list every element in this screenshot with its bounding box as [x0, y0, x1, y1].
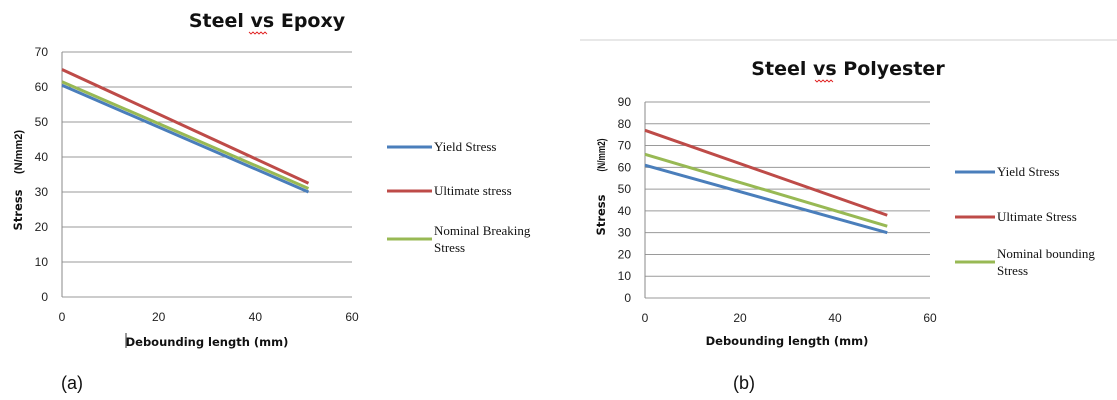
legend: Yield Stress Ultimate stress Nominal Break…	[387, 139, 531, 255]
y-tick-label: 10	[618, 269, 632, 283]
y-axis-label: Stress	[11, 189, 25, 230]
y-tick-label: 20	[35, 220, 49, 234]
legend-label: Yield Stress	[434, 139, 496, 154]
y-tick-label: 60	[618, 160, 632, 174]
y-tick-label: 20	[618, 247, 632, 261]
legend: Yield Stress Ultimate Stress Nominal bound…	[955, 164, 1095, 278]
series-line-ultimate-stress	[644, 128, 888, 217]
legend-label: Yield Stress	[997, 164, 1059, 179]
y-tick-label: 0	[41, 290, 48, 304]
y-tick-labels: 0 10 20 30 40 50 60 70 80 90	[618, 95, 632, 305]
panel-caption: (b)	[733, 373, 755, 393]
gridlines	[61, 51, 352, 298]
x-tick-labels: 0 20 40 60	[642, 311, 937, 325]
series-line-yield-stress	[644, 163, 888, 235]
y-tick-label: 0	[624, 291, 631, 305]
legend-label: Nominal Breaking Stress	[434, 223, 531, 255]
x-tick-label: 60	[345, 310, 359, 324]
y-tick-labels: 0 10 20 30 40 50 60 70	[35, 45, 49, 304]
series-line-yield-stress	[61, 83, 310, 194]
x-axis-label: Debounding length (mm)	[126, 335, 289, 349]
x-axis-label: Debounding length (mm)	[706, 334, 869, 348]
series-line-nominal-breaking-stress	[61, 80, 310, 190]
y-tick-label: 60	[35, 80, 49, 94]
y-tick-label: 30	[35, 185, 49, 199]
y-axis-unit: (N/mm2)	[13, 130, 25, 174]
spellcheck-underline	[814, 79, 834, 83]
gridlines	[644, 101, 930, 299]
x-tick-label: 20	[733, 311, 747, 325]
y-tick-label: 30	[618, 226, 632, 240]
x-tick-label: 0	[642, 311, 649, 325]
y-tick-label: 50	[35, 115, 49, 129]
y-tick-label: 90	[618, 95, 632, 109]
legend-label: Nominal bounding Stress	[997, 246, 1095, 278]
y-tick-label: 10	[35, 255, 49, 269]
chart-title: Steel vs Polyester	[751, 58, 945, 80]
y-tick-label: 50	[618, 182, 632, 196]
series-line-nominal-bounding-stress	[644, 152, 888, 228]
series-lines	[644, 128, 888, 235]
series-line-ultimate-stress	[61, 68, 310, 185]
y-axis-unit: (N/mm2)	[596, 139, 608, 172]
x-tick-label: 60	[923, 311, 937, 325]
y-tick-label: 70	[618, 139, 632, 153]
y-tick-label: 40	[35, 150, 49, 164]
series-lines	[61, 68, 310, 194]
y-axis-label: Stress	[594, 194, 608, 235]
y-tick-label: 40	[618, 204, 632, 218]
x-tick-label: 40	[828, 311, 842, 325]
spellcheck-underline	[248, 31, 268, 35]
chart-steel-vs-polyester: Steel vs Polyester 0 10 20 30 40 50 60 70 80 90 0…	[594, 58, 1095, 393]
panel-caption: (a)	[61, 373, 83, 393]
x-tick-label: 20	[152, 310, 166, 324]
y-tick-label: 80	[618, 117, 632, 131]
legend-label: Ultimate Stress	[997, 209, 1077, 224]
y-tick-label: 70	[35, 45, 49, 59]
chart-steel-vs-epoxy: Steel vs Epoxy 0 10 20 30 40 50 60 70 0 20 40 60 S…	[11, 10, 531, 393]
x-tick-labels: 0 20 40 60	[59, 310, 359, 324]
chart-title: Steel vs Epoxy	[189, 10, 346, 32]
x-tick-label: 40	[249, 310, 263, 324]
x-tick-label: 0	[59, 310, 66, 324]
legend-label: Ultimate stress	[434, 183, 512, 198]
